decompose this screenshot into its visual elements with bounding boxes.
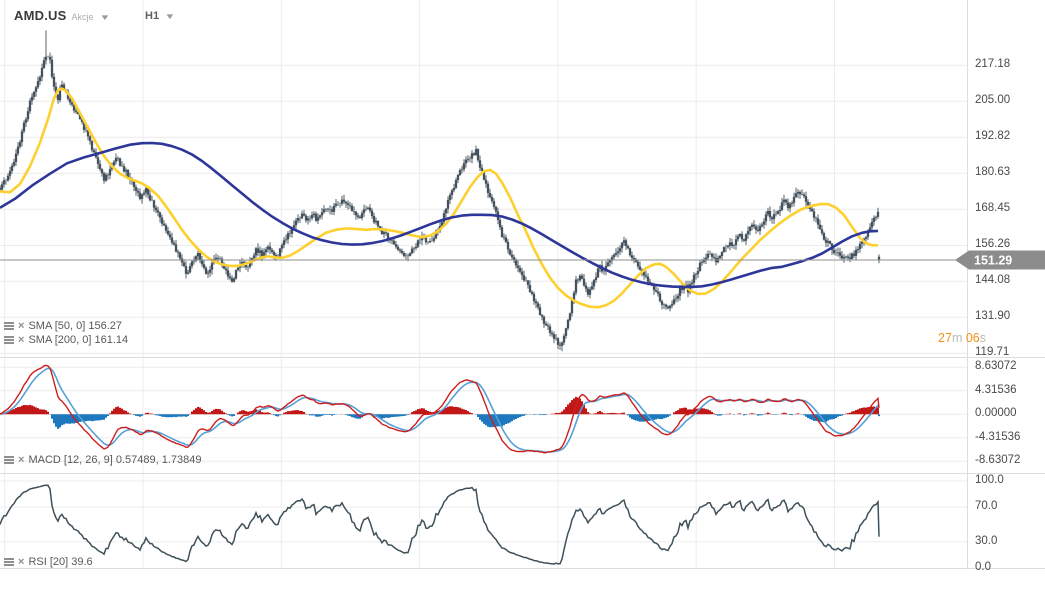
indicator-remove-icon[interactable]: × xyxy=(18,453,25,466)
indicator-row-sma50: × SMA [50, 0] 156.27 xyxy=(4,319,122,332)
indicator-row-rsi: × RSI [20] 39.6 xyxy=(4,555,93,568)
indicator-label-rsi: RSI [20] 39.6 xyxy=(28,555,93,568)
countdown-minutes: 27 xyxy=(938,331,952,345)
price-axis-label: 168.45 xyxy=(975,202,1011,215)
countdown-seconds: 06 xyxy=(965,331,980,345)
sma200-line xyxy=(0,141,879,289)
rsi-line xyxy=(0,484,880,565)
caret-down-icon: ▼ xyxy=(98,13,111,22)
indicator-remove-icon[interactable]: × xyxy=(18,555,25,568)
price-axis-label: 217.18 xyxy=(975,58,1011,71)
candle-countdown-timer: 27m 06s xyxy=(900,331,986,345)
indicator-settings-icon[interactable] xyxy=(4,321,14,330)
indicator-remove-icon[interactable]: × xyxy=(18,319,25,332)
price-axis-label: 205.00 xyxy=(975,94,1011,107)
rsi-axis-label: 30.0 xyxy=(975,534,998,547)
panel-separators xyxy=(0,0,1045,569)
gridlines xyxy=(0,0,968,568)
macd-axis-label: 0.00000 xyxy=(975,407,1017,420)
indicator-settings-icon[interactable] xyxy=(4,335,14,344)
price-axis-label: 119.71 xyxy=(975,346,1010,359)
candlestick-series xyxy=(0,30,881,352)
instrument-selector[interactable]: AMD.US Akcje ▼ xyxy=(14,8,111,23)
timeframe-selector[interactable]: H1 ▼ xyxy=(145,10,176,22)
instrument-symbol: AMD.US xyxy=(14,8,67,23)
countdown-minutes-unit: m xyxy=(951,331,963,345)
macd-axis-label: 8.63072 xyxy=(975,360,1017,373)
price-axis[interactable] xyxy=(968,0,1045,568)
price-axis-label: 156.26 xyxy=(975,238,1011,251)
indicator-label-sma200: SMA [200, 0] 161.14 xyxy=(28,333,129,346)
indicator-label-macd: MACD [12, 26, 9] 0.57489, 1.73849 xyxy=(28,453,202,466)
price-axis-label: 131.90 xyxy=(975,310,1011,323)
macd-lines xyxy=(0,364,880,454)
macd-axis-label: -4.31536 xyxy=(975,430,1021,443)
instrument-type-label: Akcje xyxy=(71,12,94,22)
rsi-axis-label: 100.0 xyxy=(975,474,1004,486)
price-axis-label: 144.08 xyxy=(975,274,1011,287)
indicator-settings-icon[interactable] xyxy=(4,455,14,464)
current-price-value: 151.29 xyxy=(974,254,1012,268)
indicator-remove-icon[interactable]: × xyxy=(18,333,25,346)
indicator-row-macd: × MACD [12, 26, 9] 0.57489, 1.73849 xyxy=(4,453,202,466)
caret-down-icon: ▼ xyxy=(164,11,176,21)
timeframe-label: H1 xyxy=(145,10,160,22)
countdown-seconds-unit: s xyxy=(979,331,986,345)
macd-axis-label: 4.31536 xyxy=(975,383,1017,396)
rsi-axis-label: 70.0 xyxy=(975,500,998,513)
macd-histogram xyxy=(1,396,880,429)
current-price-badge xyxy=(955,250,1045,270)
price-axis-label: 180.63 xyxy=(975,166,1011,179)
rsi-axis-label: 0.0 xyxy=(975,561,991,573)
time-axis[interactable]: 27.02.2024 15:0004.04 21:0013.05 20:0024… xyxy=(0,568,1045,598)
price-axis-label: 192.82 xyxy=(975,130,1011,143)
indicator-settings-icon[interactable] xyxy=(4,557,14,566)
macd-axis-label: -8.63072 xyxy=(975,454,1021,467)
indicator-label-sma50: SMA [50, 0] 156.27 xyxy=(28,319,123,332)
indicator-row-sma200: × SMA [200, 0] 161.14 xyxy=(4,333,128,346)
